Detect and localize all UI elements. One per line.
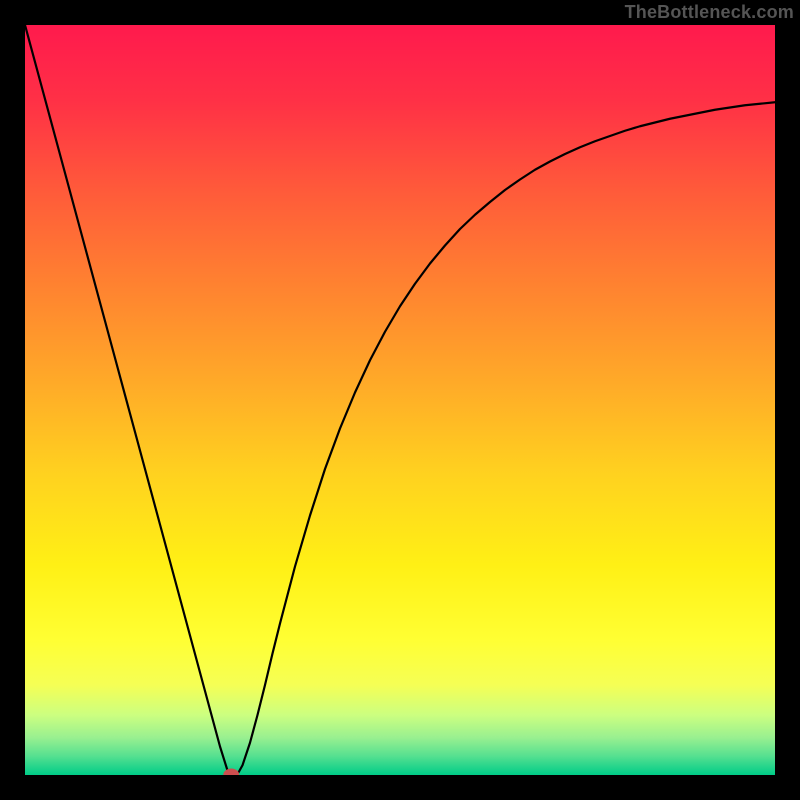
plot-area <box>25 25 775 775</box>
gradient-background <box>25 25 775 775</box>
chart-frame: TheBottleneck.com <box>0 0 800 800</box>
watermark-label: TheBottleneck.com <box>625 2 794 23</box>
chart-svg <box>25 25 775 775</box>
